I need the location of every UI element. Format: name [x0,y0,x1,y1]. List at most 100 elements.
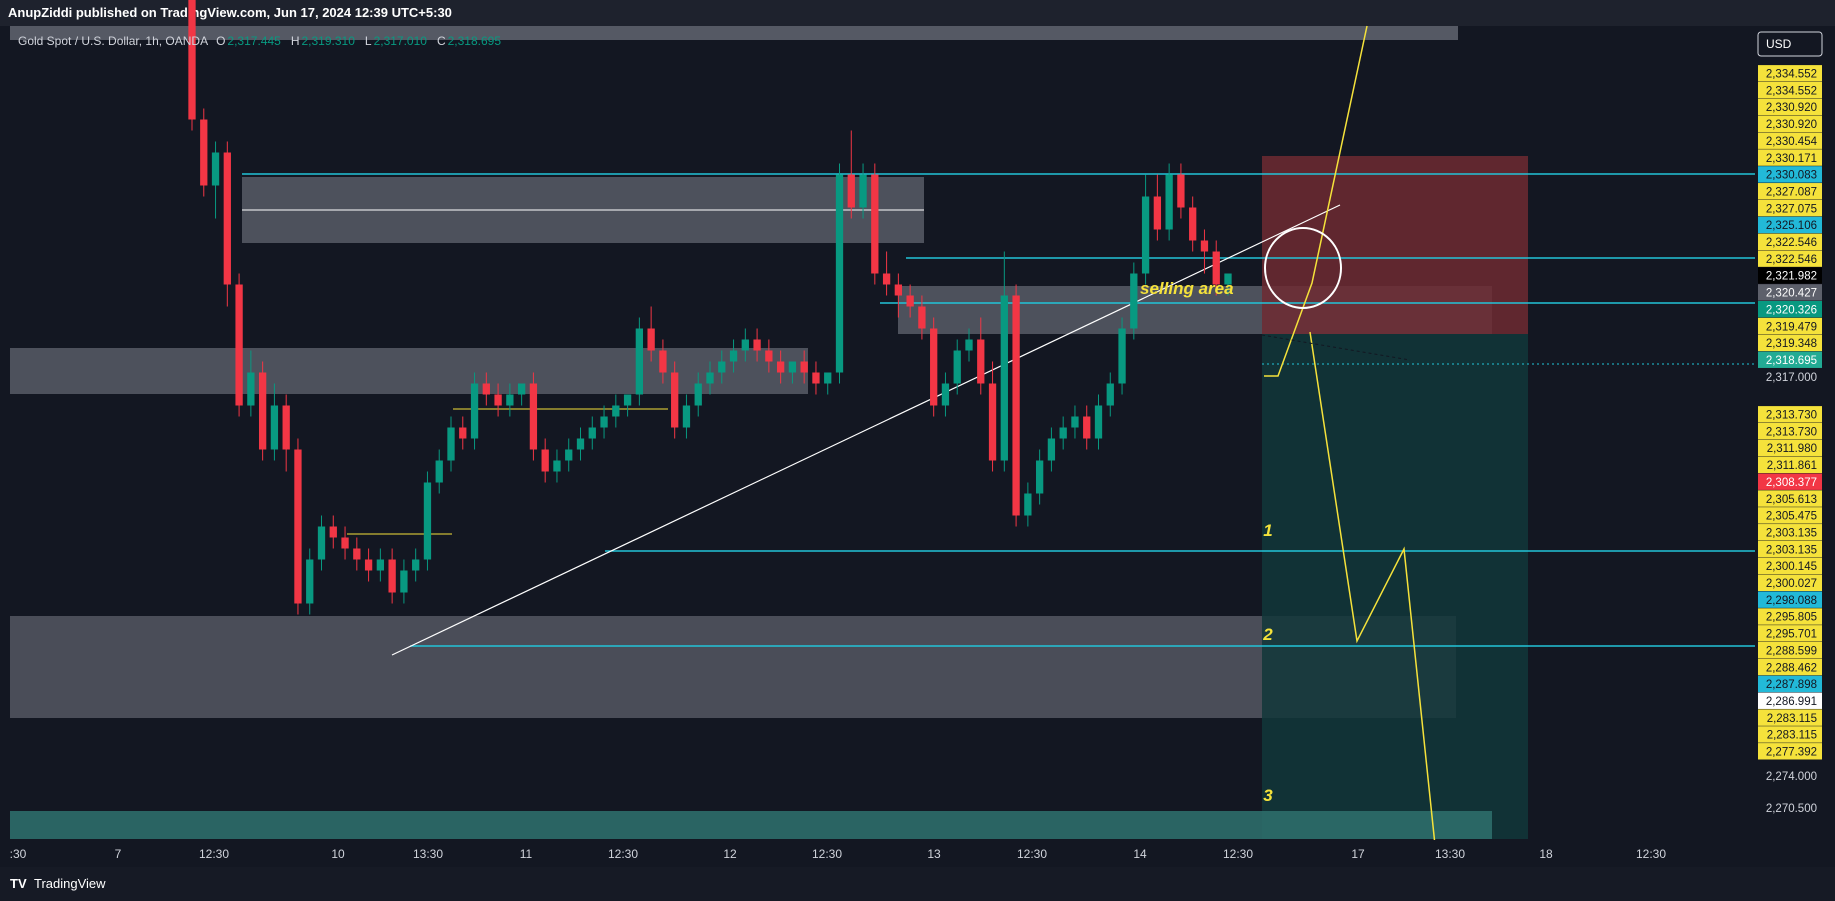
date-axis[interactable]: :30 7 12:30 10 13:30 11 12:30 12 12:30 13 12:30 14 1… [0,840,1835,867]
candle [235,273,243,417]
price-label-box [1758,658,1822,676]
price-axis-label: 2,334.552 [1758,81,1822,99]
candle-body [824,372,832,384]
price-label-box [1758,709,1822,726]
candle [306,548,314,615]
dashed-connector [1261,334,1411,361]
candle-body [247,372,255,406]
date-tick-label: 7 [115,847,122,861]
candle [317,515,326,571]
candle-body [812,372,820,384]
price-label-text: 2,295.701 [1766,629,1817,641]
candle-body [1035,460,1044,494]
candle-body [753,339,761,351]
date-tick-label: 12:30 [608,847,638,861]
price-label-text: 2,330.920 [1766,119,1817,131]
price-label-box [1758,743,1822,760]
candle-body [706,372,714,384]
price-label-text: 2,327.087 [1766,186,1817,198]
price-label-text: 2,311.980 [1767,443,1817,455]
price-label-box [1758,301,1822,318]
candles-layer [188,0,1232,615]
candle [576,427,585,461]
price-label-text: 2,320.427 [1766,288,1817,300]
date-tick-label: 12:30 [1223,847,1253,861]
price-axis-label: 2,274.000 [1766,771,1817,783]
price-label-text: 2,319.348 [1766,338,1817,350]
candle [294,438,302,615]
date-tick-label: 18 [1539,847,1553,861]
ohlc-prefix: O [216,34,225,48]
price-axis-label: 2,317.000 [1766,372,1817,384]
candle [200,108,208,197]
price-label-text: 2,334.552 [1766,69,1817,81]
candle [765,339,773,373]
candle-body [1189,207,1197,241]
candle [788,361,797,384]
price-label-text: 2,295.805 [1766,612,1817,624]
candle [1177,163,1185,219]
price-axis-label: 2,313.730 [1758,406,1822,423]
price-axis[interactable]: USD 2,334.552 2,334.552 2,330.920 2,330.920 2… [1755,26,1835,867]
candle-body [388,559,396,593]
candle [223,141,231,307]
price-axis-label: 2,295.701 [1758,625,1822,642]
annotation-label: selling area [1140,279,1234,298]
demand-zone [10,616,1456,718]
candle-body [553,460,561,472]
candle [1141,174,1150,285]
candle-body [529,383,538,450]
reversal-circle [1264,227,1342,309]
candle [247,350,255,417]
candle [329,515,337,549]
candle [859,163,867,219]
price-label-box [1758,183,1822,200]
candle-body [1141,196,1150,274]
price-label-text: 2,334.552 [1766,85,1817,97]
candle [1000,251,1008,472]
candle-body [223,152,231,285]
price-label-box [1758,591,1822,608]
candle-body [682,405,691,428]
candle [906,284,914,318]
candle [871,163,879,285]
price-label-box [1758,456,1822,474]
price-axis-label: 2,270.500 [1766,803,1817,815]
candle-body [482,383,490,395]
candle [930,317,938,417]
candle-body [1094,405,1103,439]
price-label-box [1758,132,1822,149]
price-label-text: 2,322.546 [1766,254,1817,266]
price-label-text: 2,288.599 [1766,645,1817,657]
candle [965,328,973,362]
price-label-text: 2,327.075 [1766,203,1817,215]
candle-body [1071,416,1079,428]
price-axis-label: 2,311.980 [1758,439,1822,457]
candle-body [835,174,844,373]
candle [835,163,844,384]
price-label-text: 2,305.475 [1766,511,1817,523]
price-label-box [1758,422,1822,440]
candle [729,339,738,373]
candle [282,394,290,472]
candle [918,295,926,340]
date-tick-label: 13 [927,847,941,861]
candle-body [447,427,455,461]
currency-button[interactable]: USD [1757,31,1823,57]
candle-body [435,460,443,483]
candle [671,361,679,439]
annotation-label: 2 [1262,625,1273,644]
candle [1200,229,1209,274]
ohlc-prefix: H [291,34,300,48]
candle [353,537,361,571]
candle [1024,482,1032,527]
candle [647,306,655,362]
candle [1130,262,1138,340]
price-axis-label: 2,319.479 [1758,317,1822,335]
date-tick-label: 10 [331,847,345,861]
price-axis-label: 2,305.475 [1758,507,1822,524]
price-axis-label: 2,288.462 [1758,658,1822,676]
candle-body [317,526,326,560]
price-label-box [1758,199,1822,217]
